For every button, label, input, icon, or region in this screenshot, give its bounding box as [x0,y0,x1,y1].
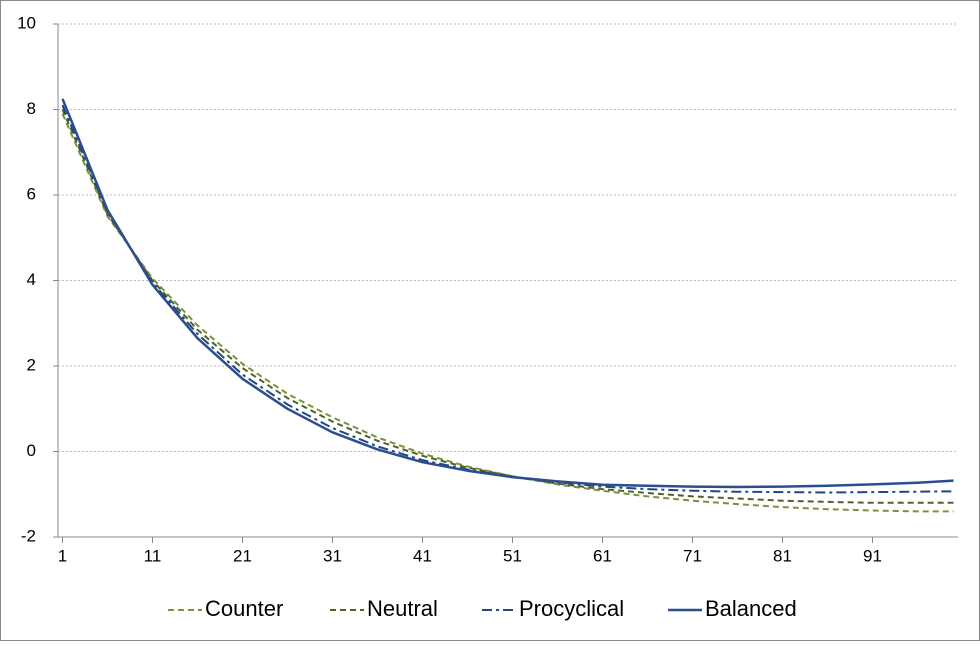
x-tick-label: 51 [503,546,522,565]
series-line [61,104,954,494]
y-tick-label: 2 [27,355,36,374]
legend-label: Procyclical [519,596,624,621]
y-tick-label: 10 [17,13,36,32]
x-tick-label: 61 [593,546,612,565]
y-tick-label: 0 [27,441,36,460]
x-tick-label: 1 [58,546,67,565]
legend-label: Neutral [367,596,438,621]
x-tick-label: 21 [233,546,252,565]
x-tick-label: 41 [413,546,432,565]
y-tick-label: 4 [27,270,36,289]
y-tick-label: -2 [21,526,36,545]
x-tick-label: 11 [144,546,162,565]
series-line [61,98,954,489]
legend-label: Counter [205,596,283,621]
x-tick-label: 31 [323,546,342,565]
legend-label: Balanced [705,596,797,621]
x-tick-label: 91 [863,546,882,565]
x-tick-label: 81 [773,546,792,565]
series-line [61,113,954,513]
x-tick-label: 71 [683,546,702,565]
y-tick-label: 8 [27,99,36,118]
y-tick-label: 6 [27,184,36,203]
